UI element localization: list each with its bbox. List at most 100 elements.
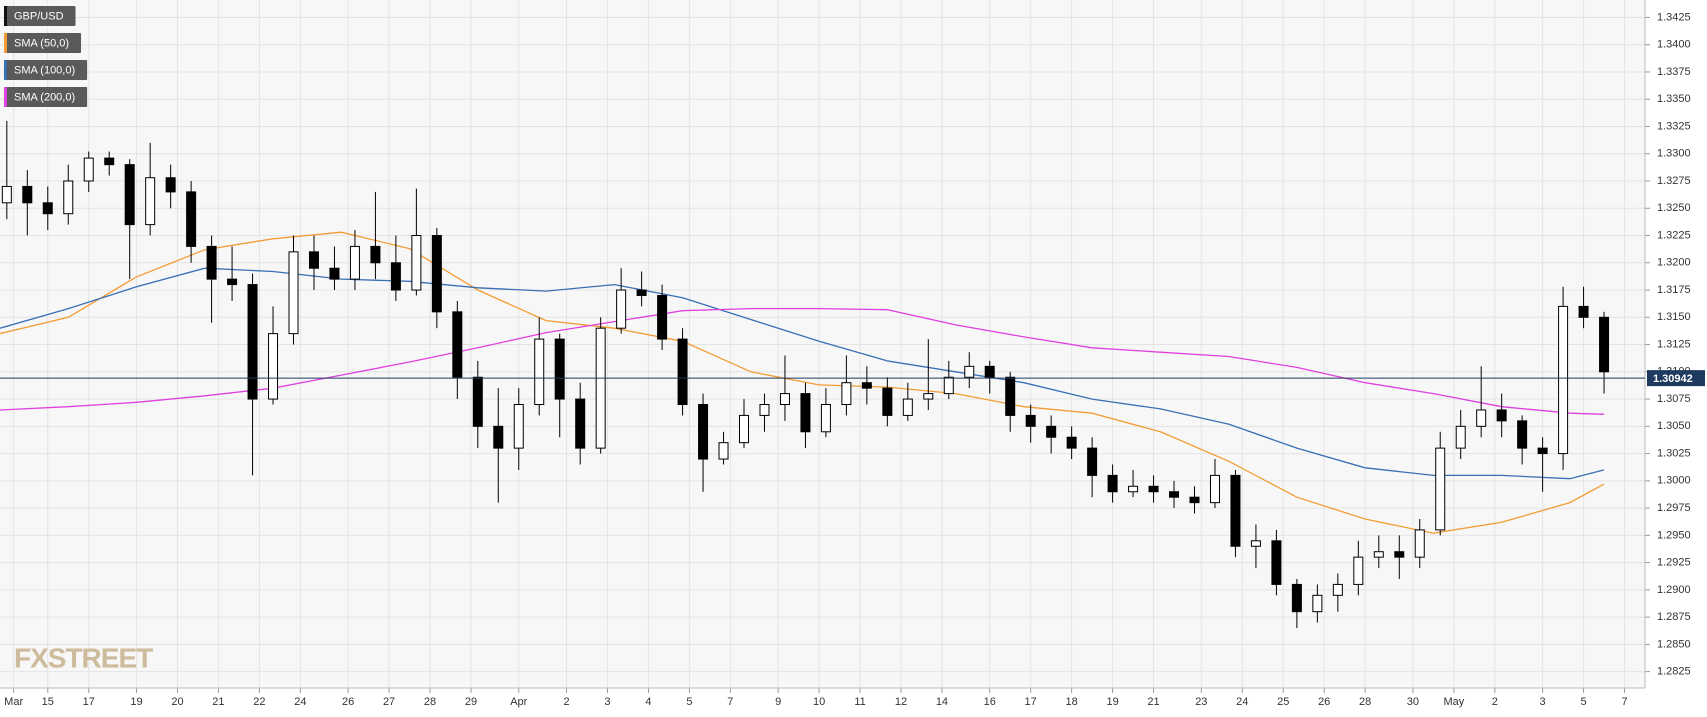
y-tick-label: 1.3300 [1657, 148, 1691, 160]
candle-body [739, 414, 750, 444]
candle-body [1414, 529, 1425, 558]
candle-body [1005, 376, 1016, 416]
candle-body [349, 245, 360, 280]
candle-body [1353, 556, 1364, 585]
x-tick-label: 10 [813, 696, 825, 708]
candle-body [759, 404, 770, 416]
legend-item: GBP/USD [4, 6, 76, 26]
x-tick-label: 19 [130, 696, 142, 708]
candle-body [1312, 594, 1323, 613]
candle-body [268, 333, 279, 400]
x-tick-label: 21 [212, 696, 224, 708]
candle-body [861, 382, 872, 389]
candle-body [882, 387, 893, 416]
candle-body [841, 382, 852, 406]
candle-body [1148, 485, 1159, 493]
candle-body [493, 425, 504, 449]
candle-body [595, 327, 606, 449]
candle-body [779, 393, 790, 406]
legend-swatch [4, 60, 7, 80]
x-tick-label: 26 [342, 696, 354, 708]
candle-body [186, 191, 197, 247]
x-tick-label: 18 [1066, 696, 1078, 708]
candle-body [1599, 316, 1610, 373]
candle-body [452, 311, 463, 378]
x-tick-label: 4 [645, 696, 651, 708]
y-tick-label: 1.3250 [1657, 202, 1691, 214]
legend-box [4, 60, 88, 80]
x-tick-label: 28 [424, 696, 436, 708]
x-tick-label: 15 [42, 696, 54, 708]
candle-body [1373, 551, 1384, 558]
y-tick-label: 1.3050 [1657, 420, 1691, 432]
candle-body [964, 365, 975, 378]
x-tick-label: 17 [1025, 696, 1037, 708]
x-tick-label: 29 [465, 696, 477, 708]
candle-body [104, 157, 115, 166]
candle-body [718, 442, 729, 460]
y-tick-label: 1.3075 [1657, 393, 1691, 405]
candle-body [22, 185, 33, 204]
candle-body [165, 177, 176, 193]
legend-label: SMA (50,0) [14, 37, 69, 49]
x-tick-label: 14 [936, 696, 948, 708]
candle-body [923, 393, 934, 400]
legend-label: SMA (200,0) [14, 91, 75, 103]
y-tick-label: 1.2950 [1657, 529, 1691, 541]
x-tick-label: 24 [294, 696, 306, 708]
x-tick-label: 7 [1621, 696, 1627, 708]
x-tick-label: 24 [1236, 696, 1248, 708]
sma-line [0, 231, 1605, 534]
candle-body [984, 365, 995, 378]
candle-body [1128, 485, 1139, 493]
candle-body [390, 262, 401, 291]
legend-swatch [4, 6, 7, 26]
candle-body [1271, 540, 1282, 585]
x-tick-label: May [1443, 696, 1464, 708]
candle-body [1169, 491, 1180, 498]
candle-body [1209, 474, 1220, 504]
plot-background [0, 0, 1645, 688]
candle-body [820, 404, 831, 433]
candle-body [145, 177, 156, 226]
candle-body [227, 278, 238, 286]
y-tick-label: 1.3150 [1657, 311, 1691, 323]
y-tick-label: 1.3225 [1657, 229, 1691, 241]
candle-body [1558, 305, 1569, 455]
x-tick-label: 26 [1318, 696, 1330, 708]
x-tick-label: 19 [1106, 696, 1118, 708]
y-tick-label: 1.3000 [1657, 475, 1691, 487]
candle-body [616, 289, 627, 329]
candle-body [636, 289, 647, 296]
watermark: FXSTREET [14, 642, 153, 673]
legend-label: GBP/USD [14, 10, 64, 22]
x-tick-label: 23 [1195, 696, 1207, 708]
x-tick-label: 16 [984, 696, 996, 708]
x-tick-label: 2 [563, 696, 569, 708]
x-tick-label: 5 [686, 696, 692, 708]
candle-body [902, 398, 913, 416]
x-tick-label: Apr [510, 696, 527, 708]
y-tick-label: 1.2875 [1657, 611, 1691, 623]
candle-body [677, 338, 688, 406]
x-tick-label: 5 [1581, 696, 1587, 708]
y-tick-label: 1.2825 [1657, 666, 1691, 678]
x-tick-label: 25 [1277, 696, 1289, 708]
candle-body [431, 235, 442, 313]
candle-body [288, 251, 299, 335]
candle-body [411, 235, 422, 291]
y-tick-label: 1.3125 [1657, 338, 1691, 350]
x-tick-label: 7 [727, 696, 733, 708]
candle-body [1496, 409, 1507, 422]
candle-body [1, 185, 12, 204]
candle-body [1066, 436, 1077, 449]
y-tick-label: 1.3375 [1657, 66, 1691, 78]
candle-body [943, 376, 954, 395]
y-tick-label: 1.3400 [1657, 39, 1691, 51]
x-tick-label: 28 [1359, 696, 1371, 708]
y-tick-label: 1.3275 [1657, 175, 1691, 187]
candle-body [1107, 474, 1118, 493]
candle-body [513, 404, 524, 449]
